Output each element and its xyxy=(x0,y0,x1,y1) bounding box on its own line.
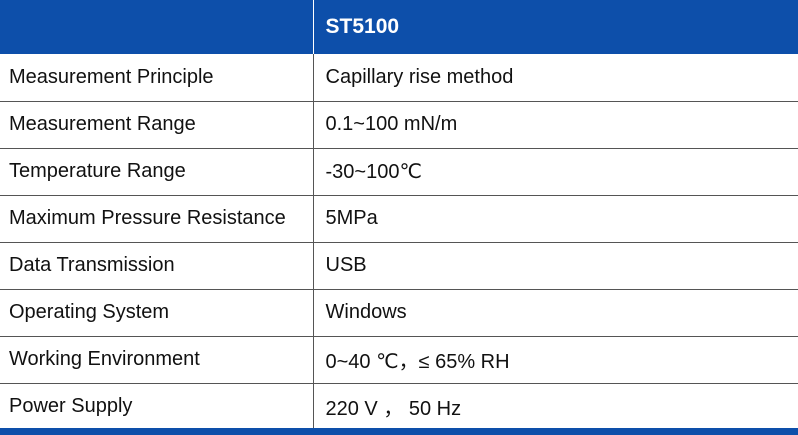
row-label: Operating System xyxy=(0,289,314,337)
table-row: Measurement Principle Capillary rise met… xyxy=(0,54,798,102)
table-row: Maximum Pressure Resistance 5MPa xyxy=(0,195,798,243)
table-bottom-bar xyxy=(0,428,798,435)
table-row: Working Environment 0~40 ℃，≤ 65% RH xyxy=(0,336,798,384)
row-value: USB xyxy=(313,242,798,290)
table-header-row: ST5100 xyxy=(0,0,798,54)
table-row: Data Transmission USB xyxy=(0,242,798,290)
row-label: Working Environment xyxy=(0,336,314,384)
row-value: Capillary rise method xyxy=(313,54,798,102)
row-value: 5MPa xyxy=(313,195,798,243)
row-label: Measurement Principle xyxy=(0,54,314,102)
row-value: -30~100℃ xyxy=(313,148,798,196)
table-row: Measurement Range 0.1~100 mN/m xyxy=(0,101,798,149)
row-value: 0.1~100 mN/m xyxy=(313,101,798,149)
row-value: 0~40 ℃，≤ 65% RH xyxy=(313,336,798,384)
row-label: Temperature Range xyxy=(0,148,314,196)
row-label: Power Supply xyxy=(0,383,314,430)
header-empty-cell xyxy=(0,0,314,54)
row-value: Windows xyxy=(313,289,798,337)
table-row: Temperature Range -30~100℃ xyxy=(0,148,798,196)
header-model-cell: ST5100 xyxy=(313,0,798,54)
row-label: Measurement Range xyxy=(0,101,314,149)
row-value: 220 V ， 50 Hz xyxy=(325,398,462,421)
table-row: Power Supply 220 V ， 50 Hz xyxy=(0,383,798,430)
row-label: Data Transmission xyxy=(0,242,314,290)
row-label: Maximum Pressure Resistance xyxy=(0,195,314,243)
table-row: Operating System Windows xyxy=(0,289,798,337)
